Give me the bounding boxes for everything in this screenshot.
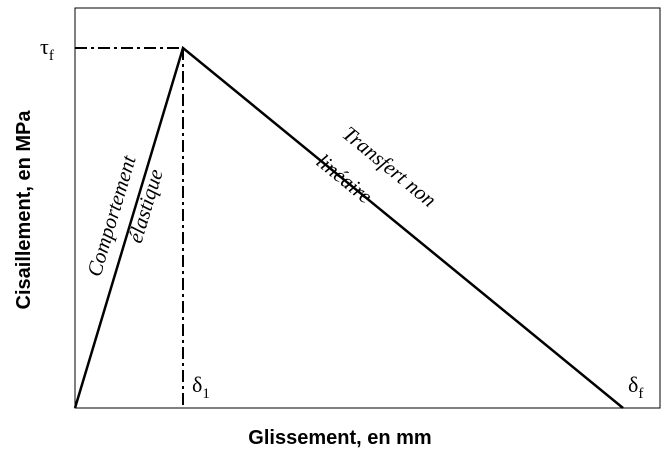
- delta-1-label: δ1: [192, 372, 210, 402]
- x-axis-label: Glissement, en mm: [248, 427, 431, 449]
- subscript: f: [49, 48, 54, 64]
- symbol: δ: [628, 372, 638, 397]
- plot-frame: [74, 7, 661, 409]
- y-axis-label: Cisaillement, en MPa: [13, 110, 35, 310]
- symbol: τ: [40, 34, 49, 59]
- delta-f-label: δf: [628, 372, 643, 402]
- tau-f-label: τf: [40, 34, 54, 64]
- symbol: δ: [192, 372, 202, 397]
- subscript: f: [638, 386, 643, 402]
- bond-slip-curve: [73, 45, 624, 409]
- subscript: 1: [202, 386, 210, 402]
